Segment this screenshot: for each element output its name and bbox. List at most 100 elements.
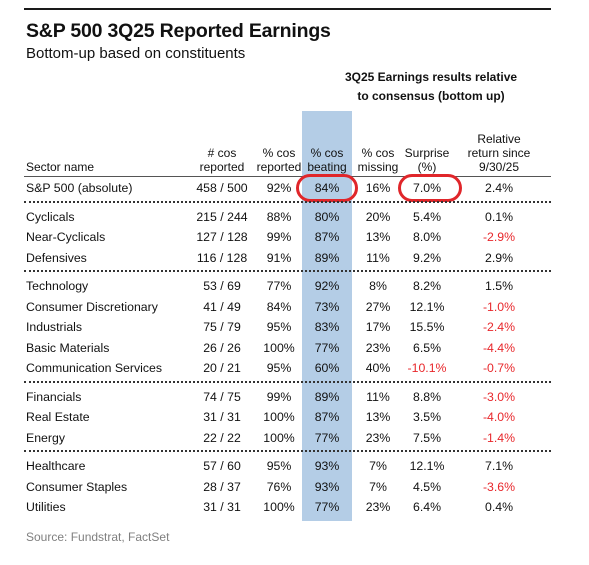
cell-pct-reported: 100% <box>263 500 295 514</box>
cell-pct-reported: 91% <box>266 250 292 265</box>
cell-surprise: 12.1% <box>409 459 445 473</box>
cell-pct-reported: 95% <box>266 361 292 375</box>
cell-pct-reported: 95% <box>266 459 292 473</box>
cell-pct-reported: 100% <box>263 410 295 424</box>
cell-reported-count: 57 / 60 <box>203 459 241 473</box>
cell-relative-return: -4.4% <box>482 340 516 355</box>
group-header: 3Q25 Earnings results relative to consen… <box>324 68 538 106</box>
cell-sector: Communication Services <box>26 361 162 375</box>
cell-pct-missing: 23% <box>365 500 391 514</box>
cell-sector: Cyclicals <box>26 209 75 224</box>
cell-reported-count: 26 / 26 <box>203 340 241 355</box>
cell-pct-beating: 89% <box>314 250 340 265</box>
column-header-pct-beating: % cos beating <box>303 146 351 174</box>
cell-relative-return: 1.5% <box>484 279 514 293</box>
cell-surprise: 8.2% <box>412 279 442 293</box>
cell-surprise: 8.0% <box>412 230 442 244</box>
cell-pct-beating: 60% <box>314 361 340 375</box>
cell-pct-missing: 23% <box>365 340 391 355</box>
cell-pct-reported: 77% <box>266 279 292 293</box>
cell-pct-beating: 87% <box>314 410 340 424</box>
cell-sector: Healthcare <box>26 459 86 473</box>
cell-sector: Basic Materials <box>26 340 110 355</box>
cell-pct-beating: 73% <box>314 299 340 314</box>
cell-pct-missing: 23% <box>365 430 391 445</box>
cell-pct-beating: 84% <box>314 181 340 195</box>
header-rule <box>24 176 551 177</box>
cell-pct-missing: 13% <box>365 230 391 244</box>
cell-relative-return: 0.4% <box>484 500 514 514</box>
cell-reported-count: 22 / 22 <box>203 430 241 445</box>
cell-pct-missing: 8% <box>369 279 387 293</box>
column-header-line: Surprise <box>404 146 450 160</box>
cell-pct-missing: 13% <box>365 410 391 424</box>
column-header-line: Sector name <box>26 160 95 174</box>
cell-surprise: 3.5% <box>412 410 442 424</box>
cell-surprise: 6.4% <box>412 500 442 514</box>
cell-pct-missing: 27% <box>365 299 391 314</box>
cell-pct-beating: 77% <box>314 500 340 514</box>
cell-surprise: 15.5% <box>409 320 445 334</box>
cell-reported-count: 31 / 31 <box>203 410 241 424</box>
cell-pct-missing: 7% <box>369 479 387 494</box>
cell-pct-reported: 99% <box>266 230 292 244</box>
cell-relative-return: -2.9% <box>482 230 516 244</box>
cell-surprise: 6.5% <box>412 340 442 355</box>
cell-relative-return: -1.4% <box>482 430 516 445</box>
cell-surprise: -10.1% <box>407 361 447 375</box>
column-header-line: (%) <box>417 160 437 174</box>
cell-sector: Real Estate <box>26 410 90 424</box>
cell-relative-return: -4.0% <box>482 410 516 424</box>
cell-relative-return: -3.0% <box>482 389 516 404</box>
source-note: Source: Fundstrat, FactSet <box>26 530 170 544</box>
column-header-line: % cos <box>262 146 296 160</box>
cell-relative-return: -2.4% <box>482 320 516 334</box>
cell-reported-count: 31 / 31 <box>203 500 241 514</box>
cell-reported-count: 75 / 79 <box>203 320 241 334</box>
cell-sector: Industrials <box>26 320 83 334</box>
circle-annotation-surprise <box>398 174 462 202</box>
cell-pct-beating: 93% <box>314 479 340 494</box>
cell-pct-beating: 93% <box>314 459 340 473</box>
group-separator <box>24 270 551 272</box>
cell-reported-count: 127 / 128 <box>196 230 248 244</box>
chart-subtitle: Bottom-up based on constituents <box>26 45 246 62</box>
group-separator <box>24 380 551 383</box>
cell-reported-count: 116 / 128 <box>196 250 248 265</box>
group-separator <box>24 200 551 203</box>
cell-relative-return: -0.7% <box>482 361 516 375</box>
cell-relative-return: 2.4% <box>484 181 514 195</box>
cell-pct-missing: 7% <box>369 459 387 473</box>
cell-sector: Near-Cyclicals <box>26 230 106 244</box>
column-header-line: % cos <box>361 146 395 160</box>
cell-relative-return: 2.9% <box>484 250 514 265</box>
cell-pct-reported: 76% <box>266 479 292 494</box>
cell-sector: Defensives <box>26 250 87 265</box>
column-header-line: beating <box>307 160 347 174</box>
cell-pct-beating: 92% <box>314 279 340 293</box>
column-header-surprise: Surprise (%) <box>402 146 452 174</box>
column-header-relative-return: Relative return since 9/30/25 <box>452 132 546 174</box>
cell-pct-missing: 11% <box>366 250 390 265</box>
cell-surprise: 4.5% <box>412 479 442 494</box>
cell-surprise: 7.0% <box>412 181 442 195</box>
cell-pct-reported: 100% <box>263 430 295 445</box>
circle-annotation-beating <box>296 174 358 202</box>
column-header-line: % cos <box>310 146 344 160</box>
cell-reported-count: 458 / 500 <box>196 181 248 195</box>
cell-sector: Consumer Discretionary <box>26 299 158 314</box>
cell-relative-return: -3.6% <box>482 479 516 494</box>
cell-reported-count: 41 / 49 <box>203 299 241 314</box>
cell-pct-reported: 88% <box>266 209 292 224</box>
cell-pct-reported: 95% <box>266 320 292 334</box>
earnings-table-figure: S&P 500 3Q25 Reported Earnings Bottom-up… <box>24 8 551 548</box>
cell-reported-count: 74 / 75 <box>203 389 241 404</box>
column-header-reported-count: # cos reported <box>191 146 253 174</box>
cell-relative-return: -1.0% <box>482 299 516 314</box>
cell-pct-beating: 89% <box>314 389 340 404</box>
cell-relative-return: 7.1% <box>484 459 514 473</box>
cell-surprise: 8.8% <box>412 389 442 404</box>
cell-pct-beating: 87% <box>314 230 340 244</box>
top-rule <box>24 8 551 10</box>
column-header-sector: Sector name <box>26 160 186 174</box>
